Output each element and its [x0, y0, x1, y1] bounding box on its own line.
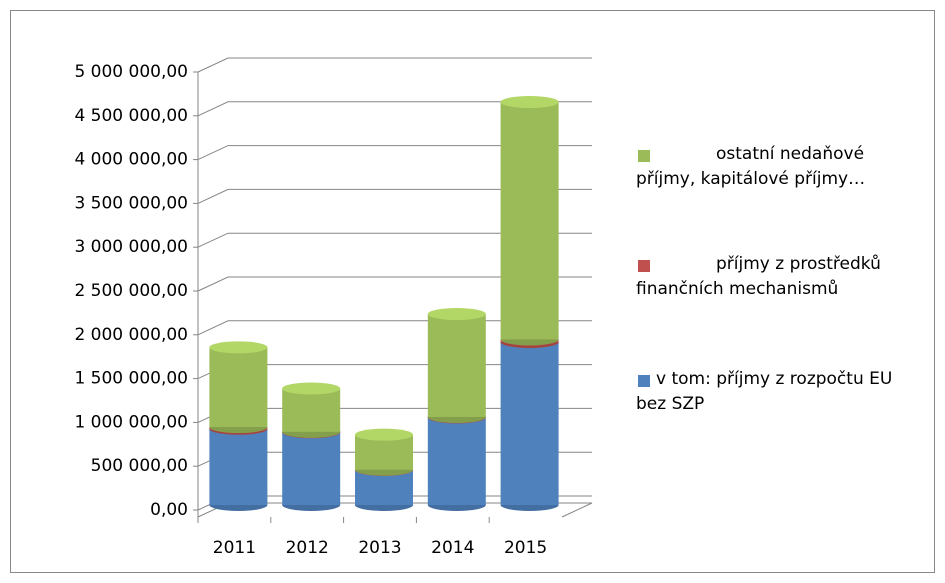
legend-marker [638, 150, 650, 162]
bar-top [427, 308, 486, 321]
legend-label: v tom: příjmy z rozpočtu EU bez SZP [636, 369, 893, 414]
grid-line [197, 57, 592, 73]
grid-line [197, 232, 592, 248]
bar [427, 417, 486, 505]
bar-top [282, 382, 341, 395]
bar [209, 428, 268, 505]
bar-top [355, 428, 413, 441]
legend-label: ostatní nedaňové příjmy, kapitálové příj… [636, 144, 866, 189]
y-tick-label: 2 500 000,00 [74, 281, 188, 301]
x-tick-label: 2014 [431, 538, 474, 558]
bar [282, 432, 341, 505]
bar [500, 342, 559, 505]
y-tick-label: 1 000 000,00 [74, 412, 188, 432]
x-tick-label: 2013 [358, 538, 401, 558]
legend-marker [638, 375, 650, 387]
y-tick-label: 4 000 000,00 [74, 150, 188, 170]
bar [282, 388, 341, 432]
y-tick-label: 3 000 000,00 [74, 237, 188, 257]
y-tick-label: 2 000 000,00 [74, 325, 188, 345]
y-tick-label: 1 500 000,00 [74, 369, 188, 389]
x-tick-label: 2015 [504, 538, 547, 558]
y-tick-label: 500 000,00 [91, 456, 188, 476]
legend-marker [638, 260, 650, 272]
y-tick-label: 0,00 [150, 500, 188, 520]
grid-line [197, 101, 592, 117]
bar-top [209, 341, 268, 354]
x-tick-label: 2011 [213, 538, 256, 558]
bar [500, 102, 559, 340]
y-tick-label: 4 500 000,00 [74, 106, 188, 126]
bar [209, 347, 268, 428]
y-tick-label: 3 500 000,00 [74, 193, 188, 213]
x-tick-label: 2012 [286, 538, 329, 558]
bar [427, 314, 486, 417]
grid-line [197, 188, 592, 204]
grid-line [197, 276, 592, 292]
bar-top [500, 96, 559, 109]
y-tick-label: 5 000 000,00 [74, 62, 188, 82]
legend-label: příjmy z prostředků finančních mechanism… [636, 254, 881, 299]
grid-line [197, 145, 592, 161]
